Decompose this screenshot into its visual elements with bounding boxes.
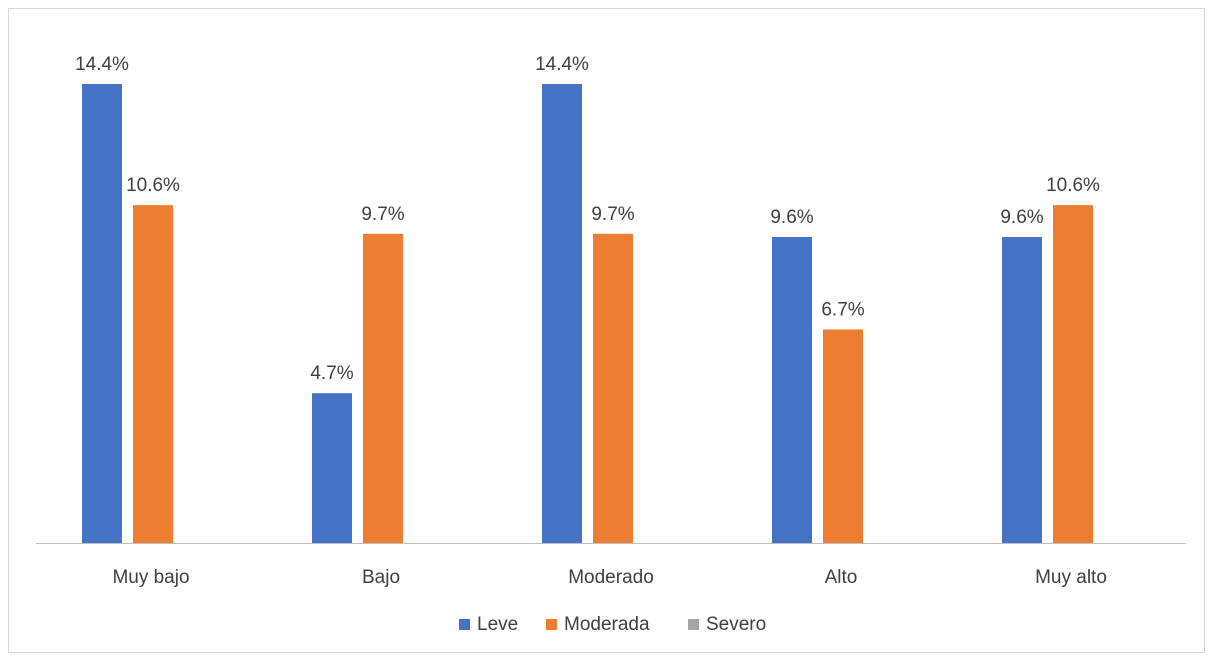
category-label-0: Muy bajo	[112, 567, 189, 588]
category-label-4: Muy alto	[1035, 567, 1107, 588]
legend-label-moderada: Moderada	[564, 614, 650, 635]
bar-moderada-2	[593, 233, 633, 543]
legend-swatch-moderada	[546, 619, 557, 630]
category-label-3: Alto	[825, 567, 858, 588]
bar-moderada-0	[133, 205, 173, 543]
legend-label-leve: Leve	[477, 614, 518, 635]
data-label-leve-1: 4.7%	[310, 363, 353, 384]
category-label-2: Moderado	[568, 567, 654, 588]
bar-leve-1	[312, 393, 352, 543]
data-label-leve-4: 9.6%	[1000, 207, 1043, 228]
category-label-1: Bajo	[362, 567, 400, 588]
legend: Leve Moderada Severo	[459, 614, 766, 635]
data-label-moderada-1: 9.7%	[361, 204, 404, 225]
bar-leve-3	[772, 237, 812, 543]
bars-layer	[82, 84, 1093, 543]
data-label-moderada-4: 10.6%	[1046, 175, 1100, 196]
bar-moderada-1	[363, 233, 403, 543]
data-label-moderada-3: 6.7%	[821, 299, 864, 320]
legend-label-severo: Severo	[706, 614, 766, 635]
category-labels-layer: Muy bajo Bajo Moderado Alto Muy alto	[112, 567, 1106, 588]
bar-leve-0	[82, 84, 122, 543]
bar-leve-4	[1002, 237, 1042, 543]
legend-swatch-leve	[459, 619, 470, 630]
data-label-moderada-0: 10.6%	[126, 175, 180, 196]
data-labels-layer: 14.4%10.6%4.7%9.7%14.4%9.7% 9.6%6.7%9.6%1…	[75, 54, 1100, 384]
data-label-leve-3: 9.6%	[770, 207, 813, 228]
bar-moderada-3	[823, 329, 863, 543]
bar-moderada-4	[1053, 205, 1093, 543]
bar-leve-2	[542, 84, 582, 543]
data-label-leve-2: 14.4%	[535, 54, 589, 75]
data-label-moderada-2: 9.7%	[591, 204, 634, 225]
data-label-leve-0: 14.4%	[75, 54, 129, 75]
legend-swatch-severo	[688, 619, 699, 630]
